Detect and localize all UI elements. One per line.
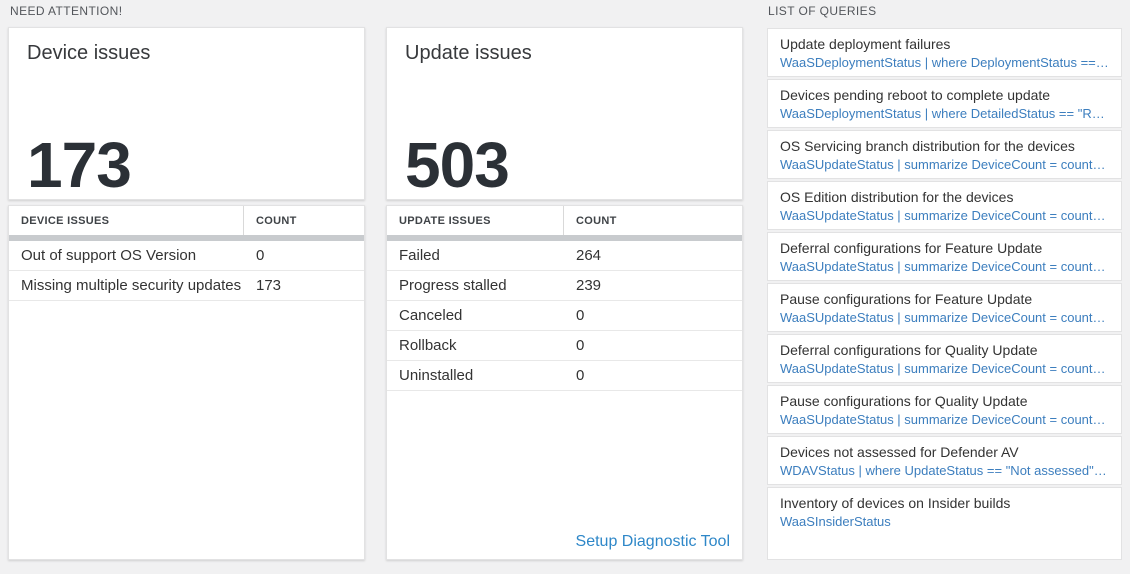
list-of-queries-section-title: LIST OF QUERIES bbox=[768, 4, 877, 18]
issue-count: 0 bbox=[576, 367, 585, 384]
query-title: Pause configurations for Quality Update bbox=[780, 393, 1028, 409]
issue-label: Progress stalled bbox=[399, 277, 507, 294]
setup-diagnostic-tool-link[interactable]: Setup Diagnostic Tool bbox=[575, 533, 730, 550]
issue-label: Failed bbox=[399, 247, 440, 264]
query-text: WaaSUpdateStatus | summarize DeviceCount… bbox=[780, 259, 1109, 274]
column-header-update-issues: UPDATE ISSUES bbox=[387, 206, 564, 235]
query-title: OS Servicing branch distribution for the… bbox=[780, 138, 1075, 154]
tile-title: Update issues bbox=[405, 42, 532, 64]
table-row[interactable]: Rollback 0 bbox=[387, 331, 742, 361]
device-issues-table: DEVICE ISSUES COUNT Out of support OS Ve… bbox=[8, 205, 365, 560]
table-header-row: UPDATE ISSUES COUNT bbox=[387, 206, 742, 235]
table-body: Failed 264 Progress stalled 239 Canceled… bbox=[387, 241, 742, 391]
table-row[interactable]: Out of support OS Version 0 bbox=[9, 241, 364, 271]
query-list-item[interactable]: Pause configurations for Quality Update … bbox=[767, 385, 1122, 434]
issue-count: 239 bbox=[576, 277, 602, 294]
query-list-item[interactable]: Inventory of devices on Insider builds W… bbox=[767, 487, 1122, 560]
query-text: WaaSUpdateStatus | summarize DeviceCount… bbox=[780, 157, 1109, 172]
table-header-divider bbox=[387, 235, 742, 241]
device-issues-count: 173 bbox=[27, 129, 132, 201]
issue-label: Out of support OS Version bbox=[21, 247, 197, 264]
query-text: WaaSUpdateStatus | summarize DeviceCount… bbox=[780, 361, 1109, 376]
query-title: Pause configurations for Feature Update bbox=[780, 291, 1033, 307]
query-list-item[interactable]: Pause configurations for Feature Update … bbox=[767, 283, 1122, 332]
column-header-count: COUNT bbox=[256, 214, 297, 227]
query-text: WaaSUpdateStatus | summarize DeviceCount… bbox=[780, 208, 1109, 223]
table-row[interactable]: Uninstalled 0 bbox=[387, 361, 742, 391]
query-text: WaaSUpdateStatus | summarize DeviceCount… bbox=[780, 310, 1109, 325]
issue-count: 0 bbox=[576, 337, 585, 354]
query-list-item[interactable]: Deferral configurations for Feature Upda… bbox=[767, 232, 1122, 281]
query-list-item[interactable]: OS Servicing branch distribution for the… bbox=[767, 130, 1122, 179]
table-body: Out of support OS Version 0 Missing mult… bbox=[9, 241, 364, 301]
query-text: WDAVStatus | where UpdateStatus == "Not … bbox=[780, 463, 1109, 478]
issue-count: 0 bbox=[256, 247, 265, 264]
update-issues-count: 503 bbox=[405, 129, 510, 201]
issue-label: Missing multiple security updates bbox=[21, 277, 242, 294]
query-list-item[interactable]: Devices not assessed for Defender AV WDA… bbox=[767, 436, 1122, 485]
need-attention-section-title: NEED ATTENTION! bbox=[10, 4, 123, 18]
query-text: WaaSDeploymentStatus | where DetailedSta… bbox=[780, 106, 1109, 121]
table-header-row: DEVICE ISSUES COUNT bbox=[9, 206, 364, 235]
device-issues-tile[interactable]: Device issues 173 bbox=[8, 27, 365, 200]
query-list: Update deployment failures WaaSDeploymen… bbox=[767, 28, 1122, 560]
issue-label: Uninstalled bbox=[399, 367, 474, 384]
issue-label: Canceled bbox=[399, 307, 463, 324]
table-row[interactable]: Failed 264 bbox=[387, 241, 742, 271]
query-list-item[interactable]: OS Edition distribution for the devices … bbox=[767, 181, 1122, 230]
query-title: Deferral configurations for Quality Upda… bbox=[780, 342, 1038, 358]
issue-count: 0 bbox=[576, 307, 585, 324]
table-row[interactable]: Missing multiple security updates 173 bbox=[9, 271, 364, 301]
issue-label: Rollback bbox=[399, 337, 457, 354]
query-title: Deferral configurations for Feature Upda… bbox=[780, 240, 1043, 256]
query-text: WaaSInsiderStatus bbox=[780, 514, 891, 529]
update-issues-tile[interactable]: Update issues 503 bbox=[386, 27, 743, 200]
query-list-item[interactable]: Update deployment failures WaaSDeploymen… bbox=[767, 28, 1122, 77]
query-title: Devices pending reboot to complete updat… bbox=[780, 87, 1051, 103]
update-issues-table: UPDATE ISSUES COUNT Failed 264 Progress … bbox=[386, 205, 743, 560]
query-title: Inventory of devices on Insider builds bbox=[780, 495, 1011, 511]
issue-count: 264 bbox=[576, 247, 602, 264]
query-list-item[interactable]: Devices pending reboot to complete updat… bbox=[767, 79, 1122, 128]
query-title: Update deployment failures bbox=[780, 36, 951, 52]
query-title: OS Edition distribution for the devices bbox=[780, 189, 1014, 205]
query-list-item[interactable]: Deferral configurations for Quality Upda… bbox=[767, 334, 1122, 383]
column-header-count: COUNT bbox=[576, 214, 617, 227]
query-text: WaaSUpdateStatus | summarize DeviceCount… bbox=[780, 412, 1109, 427]
query-text: WaaSDeploymentStatus | where DeploymentS… bbox=[780, 55, 1109, 70]
issue-count: 173 bbox=[256, 277, 282, 294]
column-header-device-issues: DEVICE ISSUES bbox=[9, 206, 244, 235]
query-title: Devices not assessed for Defender AV bbox=[780, 444, 1019, 460]
table-row[interactable]: Canceled 0 bbox=[387, 301, 742, 331]
table-row[interactable]: Progress stalled 239 bbox=[387, 271, 742, 301]
tile-title: Device issues bbox=[27, 42, 151, 64]
table-header-divider bbox=[9, 235, 364, 241]
